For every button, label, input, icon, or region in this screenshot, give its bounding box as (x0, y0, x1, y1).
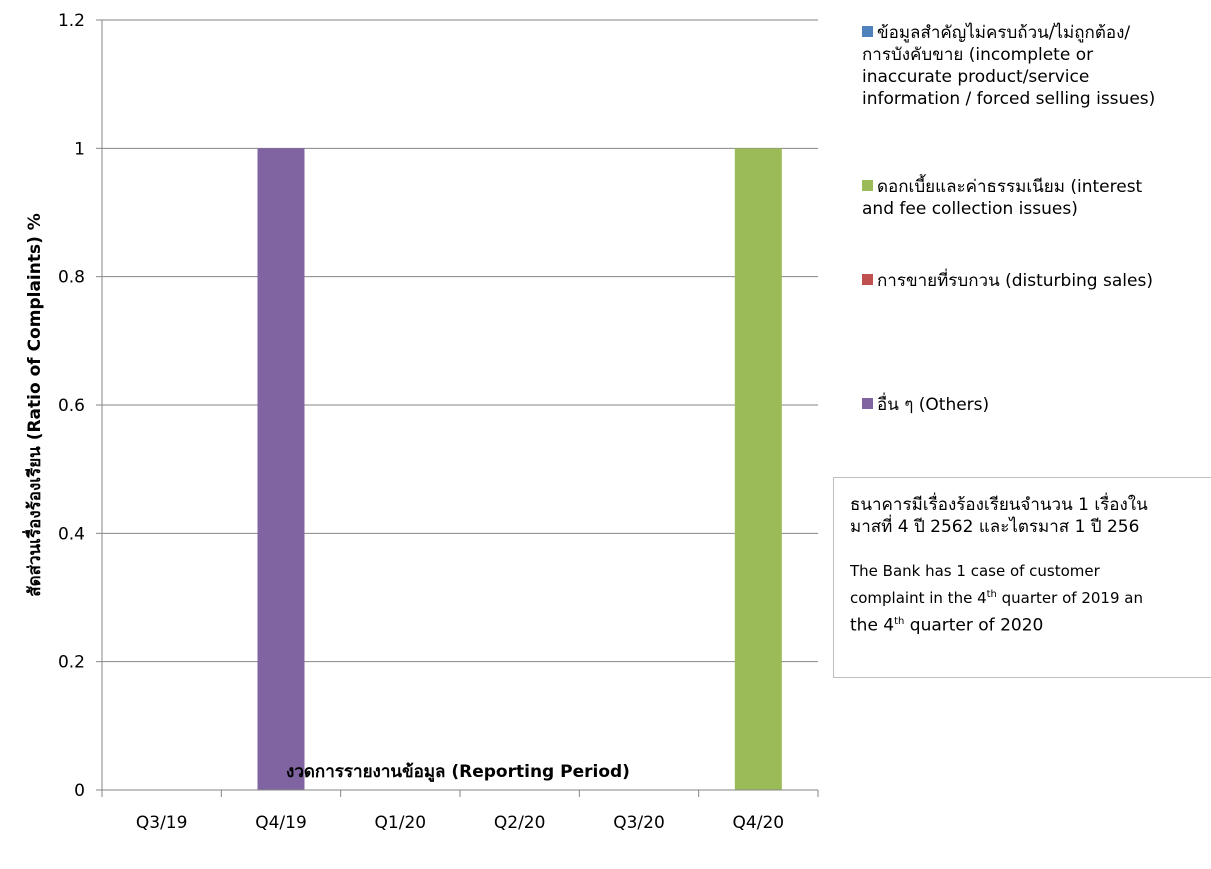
y-tick-label: 0.4 (58, 524, 85, 544)
note-english: The Bank has 1 case of customer complain… (850, 559, 1211, 638)
axes (96, 19, 819, 797)
tick-labels: 0 0.2 0.4 0.6 0.8 1 1.2 Q3/19 Q4/19 Q1/20 Q2/20 Q3/… (58, 11, 784, 833)
note-english-line-2: complaint in the 4th quarter of 2019 an (850, 583, 1211, 610)
note-text: quarter of 2020 (904, 615, 1044, 636)
gridlines (102, 19, 818, 663)
legend-swatch-green (862, 180, 873, 191)
x-tick-label: Q2/20 (494, 813, 546, 833)
x-tick-label: Q3/20 (613, 813, 665, 833)
x-tick-label: Q4/19 (255, 813, 307, 833)
legend-swatch-red (862, 274, 873, 285)
legend-label-line: อื่น ๆ (Others) (877, 395, 990, 415)
legend-label-line: information / forced selling issues) (862, 89, 1156, 109)
y-tick-label: 0.8 (58, 268, 85, 288)
x-tick-label: Q1/20 (375, 813, 427, 833)
legend-label-line: inaccurate product/service (862, 67, 1090, 87)
legend-label-line: ดอกเบี้ยและค่าธรรมเนียม (interest (877, 177, 1143, 197)
note-box: ธนาคารมีเรื่องร้องเรียนจำนวน 1 เรื่องใน … (833, 477, 1211, 678)
legend-label-line: การขายที่รบกวน (disturbing sales) (877, 271, 1153, 291)
y-tick-label: 0.6 (58, 396, 85, 416)
note-thai-line-1: ธนาคารมีเรื่องร้องเรียนจำนวน 1 เรื่องใน (850, 495, 1148, 515)
legend-label-line: การบังคับขาย (incomplete or (862, 45, 1094, 65)
x-axis-title: งวดการรายงานข้อมูล (Reporting Period) (286, 762, 630, 783)
legend-label-line: and fee collection issues) (862, 199, 1078, 219)
y-tick-label: 1.2 (58, 11, 85, 31)
x-tick-label: Q3/19 (136, 813, 188, 833)
y-tick-label: 0.2 (58, 653, 85, 673)
legend-swatch-blue (862, 26, 873, 37)
note-superscript: th (894, 616, 905, 627)
legend-item-incomplete-info: ข้อมูลสำคัญไม่ครบถ้วน/ไม่ถูกต้อง/ การบัง… (862, 22, 1211, 110)
note-superscript: th (986, 589, 997, 600)
legend-item-disturbing-sales: การขายที่รบกวน (disturbing sales) (862, 270, 1211, 292)
bar (257, 148, 305, 791)
bar (734, 148, 782, 791)
legend-label-line: ข้อมูลสำคัญไม่ครบถ้วน/ไม่ถูกต้อง/ (877, 23, 1131, 43)
legend-item-interest-fee: ดอกเบี้ยและค่าธรรมเนียม (interest and fe… (862, 176, 1211, 220)
legend-item-others: อื่น ๆ (Others) (862, 394, 1211, 416)
x-tick-label: Q4/20 (733, 813, 785, 833)
bars (257, 148, 782, 791)
note-english-line-3: the 4th quarter of 2020 (850, 610, 1211, 638)
y-tick-label: 0 (74, 781, 85, 801)
note-thai-line-2: มาสที่ 4 ปี 2562 และไตรมาส 1 ปี 256 (850, 517, 1140, 537)
legend-swatch-purple (862, 398, 873, 409)
note-text: the 4 (850, 615, 895, 636)
y-tick-label: 1 (74, 139, 85, 159)
note-text: complaint in the 4 (850, 589, 987, 607)
note-text: quarter of 2019 an (996, 589, 1143, 607)
y-axis-title: สัดส่วนเรื่องร้องเรียน (Ratio of Complai… (22, 213, 45, 597)
note-english-line-1: The Bank has 1 case of customer (850, 562, 1100, 580)
